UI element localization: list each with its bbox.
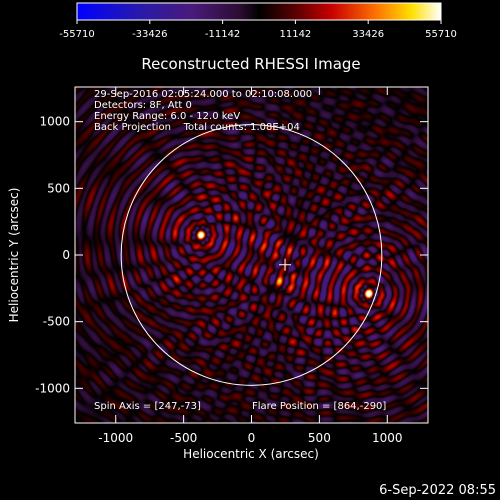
colorbar-tick-label: -33426 [132, 29, 167, 40]
heatmap-image [75, 87, 428, 423]
annotation-detectors: Detectors: 8F, Att 0 [94, 100, 192, 111]
y-tick-label: -500 [43, 315, 70, 329]
spin-axis-marker [279, 258, 292, 271]
flare-position-label: Flare Position = [864,-290] [252, 401, 386, 412]
annotation-energy: Energy Range: 6.0 - 12.0 keV [94, 111, 240, 122]
x-tick-label: 1000 [372, 431, 403, 445]
colorbar-tick-label: -11142 [205, 29, 240, 40]
x-tick-label: -1000 [98, 431, 133, 445]
y-tick-label: 1000 [39, 115, 70, 129]
annotation-time: 29-Sep-2016 02:05:24.000 to 02:10:08.000 [94, 89, 312, 100]
y-tick-label: 0 [62, 248, 70, 262]
colorbar [76, 2, 442, 21]
y-tick-label: -1000 [35, 381, 70, 395]
axis-ticks: -1000 -500 0 500 1000 -1000 -500 0 500 1000 [35, 87, 428, 445]
colorbar-tick-label: -55710 [59, 29, 94, 40]
x-tick-label: 0 [248, 431, 256, 445]
colorbar-tick-label: 33426 [352, 29, 384, 40]
spin-axis-label: Spin Axis = [247,-73] [94, 401, 201, 412]
y-axis-label: Heliocentric Y (arcsec) [7, 188, 21, 323]
solar-limb-circle [120, 124, 383, 386]
colorbar-tick-label: 11142 [279, 29, 311, 40]
x-tick-label: 500 [308, 431, 331, 445]
colorbar-ticks: -55710 -33426 -11142 11142 33426 55710 [59, 20, 457, 40]
x-axis-label: Heliocentric X (arcsec) [183, 447, 319, 461]
x-tick-label: -500 [170, 431, 197, 445]
chart-title: Reconstructed RHESSI Image [141, 55, 360, 73]
y-tick-label: 500 [47, 181, 70, 195]
annotation-method: Back Projection Total counts: 1.08E+04 [94, 122, 300, 133]
colorbar-tick-label: 55710 [425, 29, 457, 40]
timestamp: 6-Sep-2022 08:55 [379, 483, 496, 498]
